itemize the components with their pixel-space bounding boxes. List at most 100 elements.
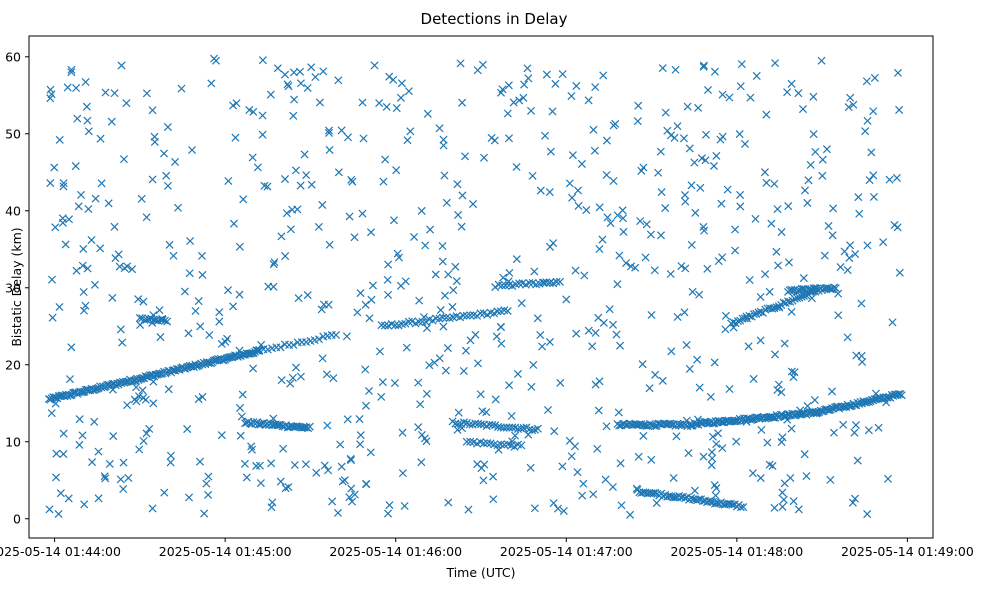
data-point [492,332,501,341]
data-point [461,152,470,161]
data-point [197,251,206,260]
data-point [895,268,904,277]
data-point [84,204,93,214]
data-point [851,250,860,259]
data-point [459,418,468,427]
data-point [762,178,771,187]
data-point [685,144,694,153]
data-point [712,440,721,449]
data-point [594,313,603,322]
data-point [869,192,878,202]
data-point [573,186,583,195]
data-point [134,392,144,401]
data-point [829,204,838,213]
data-point [851,421,860,430]
data-point [634,452,643,461]
data-point [135,313,144,323]
data-point [622,259,631,268]
data-point [536,331,545,340]
data-point [865,176,874,185]
data-point [404,87,413,96]
data-point [810,396,819,405]
data-point [198,270,207,279]
data-point [414,423,423,432]
data-point [453,180,462,189]
data-point [497,339,506,348]
plot-frame [28,35,934,539]
data-point [725,384,734,394]
data-point [466,311,475,320]
data-point [721,311,730,320]
data-point [163,317,172,326]
data-point [619,227,628,236]
data-point [224,176,233,185]
data-point [744,342,753,351]
data-point [303,83,312,93]
data-point [695,290,704,299]
data-point [185,493,194,502]
data-point [300,150,309,159]
data-point [273,64,282,73]
data-point [798,105,808,114]
data-point [657,188,666,197]
data-point [871,389,880,398]
data-point [783,88,792,97]
data-point [684,449,693,458]
data-point [711,491,720,500]
data-point [398,428,407,437]
data-point [708,432,717,441]
data-point [844,103,853,112]
data-point [609,121,618,130]
data-point [745,311,754,320]
data-point [701,130,711,139]
data-point [641,253,650,262]
data-point [55,135,64,144]
data-point [671,65,680,74]
data-point [505,268,514,277]
data-point [691,208,700,217]
data-point [235,346,244,355]
data-point [701,156,710,165]
data-point [552,277,561,286]
data-point [642,220,651,229]
data-point [246,349,255,358]
data-point [195,457,204,466]
data-point [515,96,524,105]
data-point [277,376,286,385]
data-point [574,201,583,210]
data-point [857,299,866,308]
data-point [840,247,849,256]
data-point [787,367,796,376]
data-point [530,267,539,276]
data-point [490,136,499,145]
data-point [142,315,151,324]
data-point [384,509,393,518]
data-point [613,211,622,220]
data-point [767,219,776,228]
data-point [809,130,818,139]
data-point [417,206,426,215]
data-point [148,175,157,184]
data-point [488,420,497,429]
data-point [897,391,906,400]
data-point [845,253,854,262]
data-point [186,237,195,246]
data-point [752,71,761,80]
data-point [396,281,405,290]
data-point [162,171,171,180]
data-point [280,70,290,79]
data-point [266,90,275,99]
data-point [382,102,391,111]
data-point [863,510,872,519]
data-point [582,206,591,215]
data-point [476,420,486,429]
data-point [294,294,303,303]
data-point [558,462,567,471]
data-point [512,255,521,264]
data-point [489,495,498,504]
data-point [180,287,189,296]
data-point [616,341,625,350]
data-point [269,414,278,423]
data-point [717,199,726,208]
